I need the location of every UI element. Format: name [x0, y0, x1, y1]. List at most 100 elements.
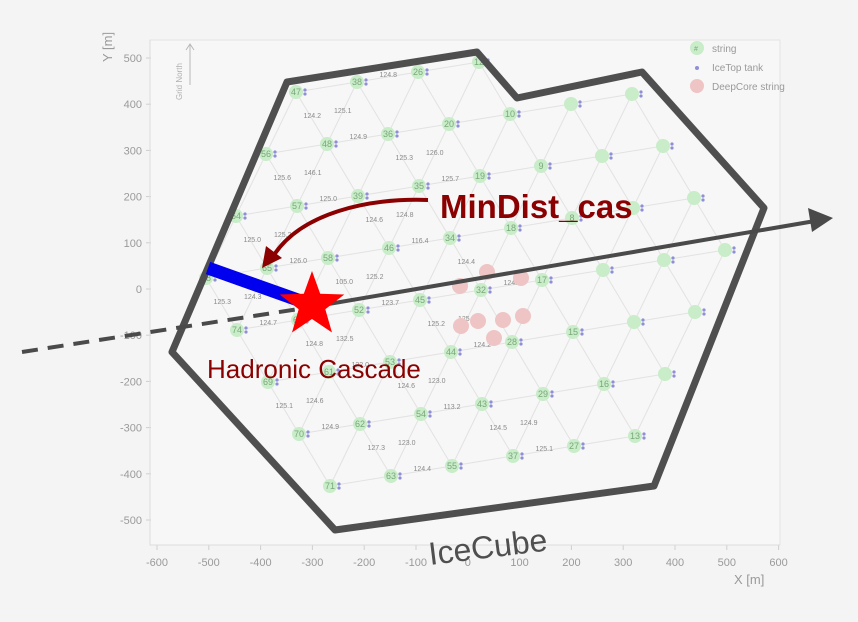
- y-tick-label: -300: [120, 423, 142, 435]
- string-id-label: 63: [386, 471, 396, 481]
- string-id-label: 52: [354, 305, 364, 315]
- distance-label: 124.6: [504, 280, 522, 287]
- lattice-link: [573, 383, 605, 447]
- lattice-link: [571, 155, 603, 219]
- grid-north-indicator: Grid North: [175, 43, 195, 100]
- icetop-tank-marker: [243, 212, 247, 216]
- icetop-tank-marker: [458, 348, 462, 352]
- string-id-label: 47: [291, 87, 301, 97]
- icetop-tank-marker: [671, 256, 675, 260]
- string-id-label: 54: [416, 409, 426, 419]
- icetop-tank-marker: [672, 374, 676, 378]
- icetop-tank-marker: [367, 420, 371, 424]
- distance-label: 124.3: [244, 294, 262, 301]
- icetop-tank-marker: [275, 378, 279, 382]
- icetop-tank-marker: [304, 206, 308, 210]
- string-marker: [596, 263, 610, 277]
- string-id-label: 17: [537, 275, 547, 285]
- string-marker: [565, 211, 579, 225]
- deepcore-string-marker: [513, 270, 529, 286]
- distance-label: 124.9: [520, 420, 538, 427]
- string-marker: [322, 365, 336, 379]
- icetop-tank-marker: [732, 246, 736, 250]
- lattice-link: [448, 123, 481, 177]
- lattice-link: [448, 61, 480, 125]
- string-marker: [687, 191, 701, 205]
- string-marker: [474, 283, 488, 297]
- string-marker: [320, 137, 334, 151]
- icetop-tank-marker: [487, 172, 491, 176]
- lattice-link: [265, 153, 298, 207]
- lattice-link: [389, 299, 421, 363]
- string-marker: [473, 169, 487, 183]
- string-id-label: 71: [325, 481, 335, 491]
- string-id-label: 16: [599, 379, 609, 389]
- distance-label: 125.2: [366, 274, 384, 281]
- deepcore-string-marker: [486, 330, 502, 346]
- x-tick-label: 600: [769, 557, 787, 569]
- distance-label: 125.1: [276, 403, 294, 410]
- lattice-link: [663, 259, 696, 313]
- icetop-tank-marker: [550, 394, 554, 398]
- icetop-tank-marker: [459, 466, 463, 470]
- icetop-tank-marker: [395, 134, 399, 138]
- icetop-tank-marker: [642, 432, 646, 436]
- icetop-tank-marker: [520, 452, 524, 456]
- y-tick-label: -500: [120, 515, 142, 527]
- mindist-pointer-arrow: [270, 197, 429, 260]
- string-id-label: 74: [232, 325, 242, 335]
- x-tick-label: -300: [301, 557, 323, 569]
- string-id-label: 46: [384, 243, 394, 253]
- distance-label: 124.7: [260, 320, 278, 327]
- lattice-link: [449, 175, 481, 239]
- lattice-link: [298, 433, 331, 487]
- distance-label: 125.7: [442, 176, 460, 183]
- string-marker: [597, 377, 611, 391]
- icetop-tank-marker: [639, 94, 643, 98]
- string-marker: [475, 397, 489, 411]
- string-marker: [259, 147, 273, 161]
- string-marker: [595, 149, 609, 163]
- distance-label: 124.5: [490, 425, 508, 432]
- track-arrowhead-icon: [808, 208, 833, 232]
- string-marker: [413, 293, 427, 307]
- icetop-tank-marker: [578, 104, 582, 108]
- lattice-link: [235, 215, 268, 269]
- string-id-label: 18: [506, 223, 516, 233]
- legend-string-marker: [690, 41, 704, 55]
- lattice-link: [601, 93, 633, 157]
- x-axis-ticks: -600 -500 -400 -300 -200 -100 0 100 200 300 400 500…: [146, 545, 788, 569]
- string-marker: [564, 97, 578, 111]
- icetop-tank-marker: [458, 352, 462, 356]
- lattice-link: [541, 279, 574, 333]
- string-id-label: 69: [263, 377, 273, 387]
- lattice-link: [387, 71, 419, 135]
- distance-label: 125.3: [396, 155, 414, 162]
- string-marker: [657, 253, 671, 267]
- icetop-tank-marker: [609, 152, 613, 156]
- string-marker: [290, 199, 304, 213]
- icetop-tank-marker: [580, 328, 584, 332]
- lattice-link: [420, 413, 453, 467]
- deepcore-string-marker: [495, 312, 511, 328]
- string-id-label: 36: [383, 129, 393, 139]
- x-tick-label: 400: [666, 557, 684, 569]
- icetop-tank-marker: [581, 442, 585, 446]
- lattice-link: [540, 103, 572, 167]
- lattice-link: [603, 383, 636, 437]
- icetop-tank-marker: [398, 472, 402, 476]
- x-axis-label: X [m]: [734, 572, 764, 587]
- lattice-link: [450, 351, 483, 405]
- string-marker: [626, 201, 640, 215]
- icetop-tank-marker: [579, 218, 583, 222]
- string-marker: [535, 273, 549, 287]
- icetop-tank-marker: [457, 234, 461, 238]
- lattice-link: [418, 185, 451, 239]
- icetop-tank-marker: [517, 110, 521, 114]
- icetop-tank-marker: [275, 382, 279, 386]
- lattice-link: [633, 321, 666, 375]
- icetop-tank-marker: [732, 250, 736, 254]
- x-tick-label: 100: [510, 557, 528, 569]
- lattice-link: [328, 371, 361, 425]
